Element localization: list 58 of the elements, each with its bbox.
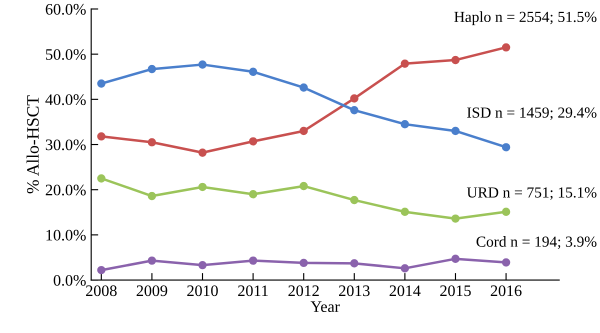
point <box>198 148 207 157</box>
point <box>97 79 106 88</box>
point <box>350 106 358 114</box>
point <box>451 214 460 223</box>
point <box>97 266 106 274</box>
y-tick-label: 50.0% <box>46 49 86 60</box>
series-label: ISD n = 1459; 29.4% <box>467 107 596 120</box>
point <box>400 59 410 68</box>
point <box>502 258 510 267</box>
x-tick-label: 2015 <box>440 285 471 296</box>
point <box>198 260 207 270</box>
point <box>248 68 258 76</box>
point <box>248 137 258 146</box>
point <box>350 94 358 103</box>
x-tick-label: 2010 <box>187 285 218 296</box>
y-tick-label: 40.0% <box>45 94 86 106</box>
x-tick-label: 2012 <box>288 285 319 296</box>
x-tick-label: 2013 <box>339 285 370 296</box>
x-tick-label: 2011 <box>238 285 268 296</box>
y-tick-label: 60.0% <box>46 4 86 15</box>
x-axis-title: Year <box>310 301 340 312</box>
point <box>97 132 106 141</box>
point <box>198 60 207 69</box>
point <box>148 138 156 146</box>
y-tick-label: 10.0% <box>46 230 86 241</box>
point <box>502 43 510 52</box>
point <box>502 208 510 216</box>
point <box>451 254 460 263</box>
y-tick-label: 30.0% <box>46 139 86 150</box>
point <box>148 192 156 200</box>
point <box>148 64 156 74</box>
point <box>400 120 410 128</box>
x-tick-label: 2016 <box>490 285 522 296</box>
point <box>300 258 308 268</box>
point <box>248 190 258 198</box>
point <box>451 126 460 136</box>
point <box>350 259 358 268</box>
y-tick-label: 0.0% <box>54 274 86 286</box>
point <box>451 56 460 64</box>
series-label: URD n = 751; 15.1% <box>466 187 596 200</box>
point <box>300 182 308 190</box>
point <box>350 196 358 204</box>
point <box>300 126 308 136</box>
y-axis-title: % Allo-HSCT <box>26 95 39 194</box>
point <box>148 256 156 265</box>
point <box>400 264 410 272</box>
x-tick-label: 2014 <box>390 285 421 296</box>
y-tick-label: 20.0% <box>46 184 86 196</box>
point <box>502 143 510 152</box>
x-tick-label: 2008 <box>86 285 117 296</box>
point <box>300 83 308 92</box>
point <box>400 208 410 216</box>
text: Haplo n = 2554; 51.5% <box>454 11 596 26</box>
point <box>248 256 258 265</box>
series-label: Cord n = 194; 3.9% <box>476 236 596 250</box>
point <box>97 174 106 183</box>
x-tick-label: 2009 <box>136 285 168 296</box>
point <box>198 182 207 192</box>
